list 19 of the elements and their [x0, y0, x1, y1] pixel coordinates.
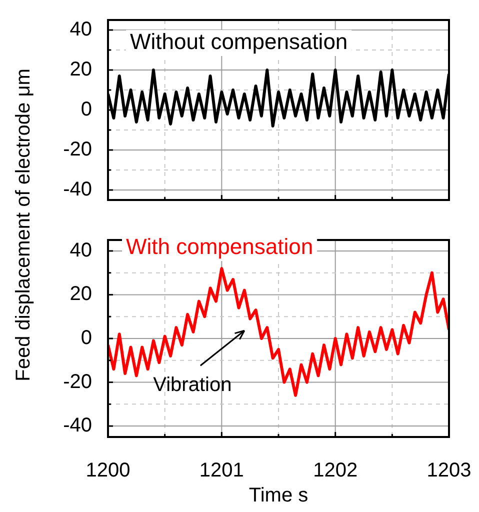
annotation: Vibration: [153, 374, 232, 396]
y-tick-label: -40: [63, 178, 92, 201]
series-label: Without compensation: [130, 29, 348, 54]
y-tick-label: 0: [80, 327, 92, 350]
x-tick-label: 1201: [199, 460, 244, 482]
y-tick-label: 40: [70, 239, 92, 262]
y-tick-label: 0: [80, 98, 92, 121]
y-axis-title: Feed displacement of electrode μm: [12, 68, 36, 382]
x-tick-label: 1203: [426, 460, 472, 482]
y-tick-label: 20: [70, 283, 92, 306]
y-tick-label: 20: [70, 58, 92, 81]
y-tick-label: -20: [63, 370, 92, 393]
x-axis-title: Time s: [248, 484, 308, 507]
y-tick-label: -40: [63, 414, 92, 437]
x-tick-label: 1202: [313, 460, 358, 482]
x-tick-label: 1200: [86, 460, 130, 482]
y-tick-label: 40: [70, 18, 92, 41]
series-label: With compensation: [126, 234, 314, 260]
y-tick-label: -20: [63, 138, 92, 161]
